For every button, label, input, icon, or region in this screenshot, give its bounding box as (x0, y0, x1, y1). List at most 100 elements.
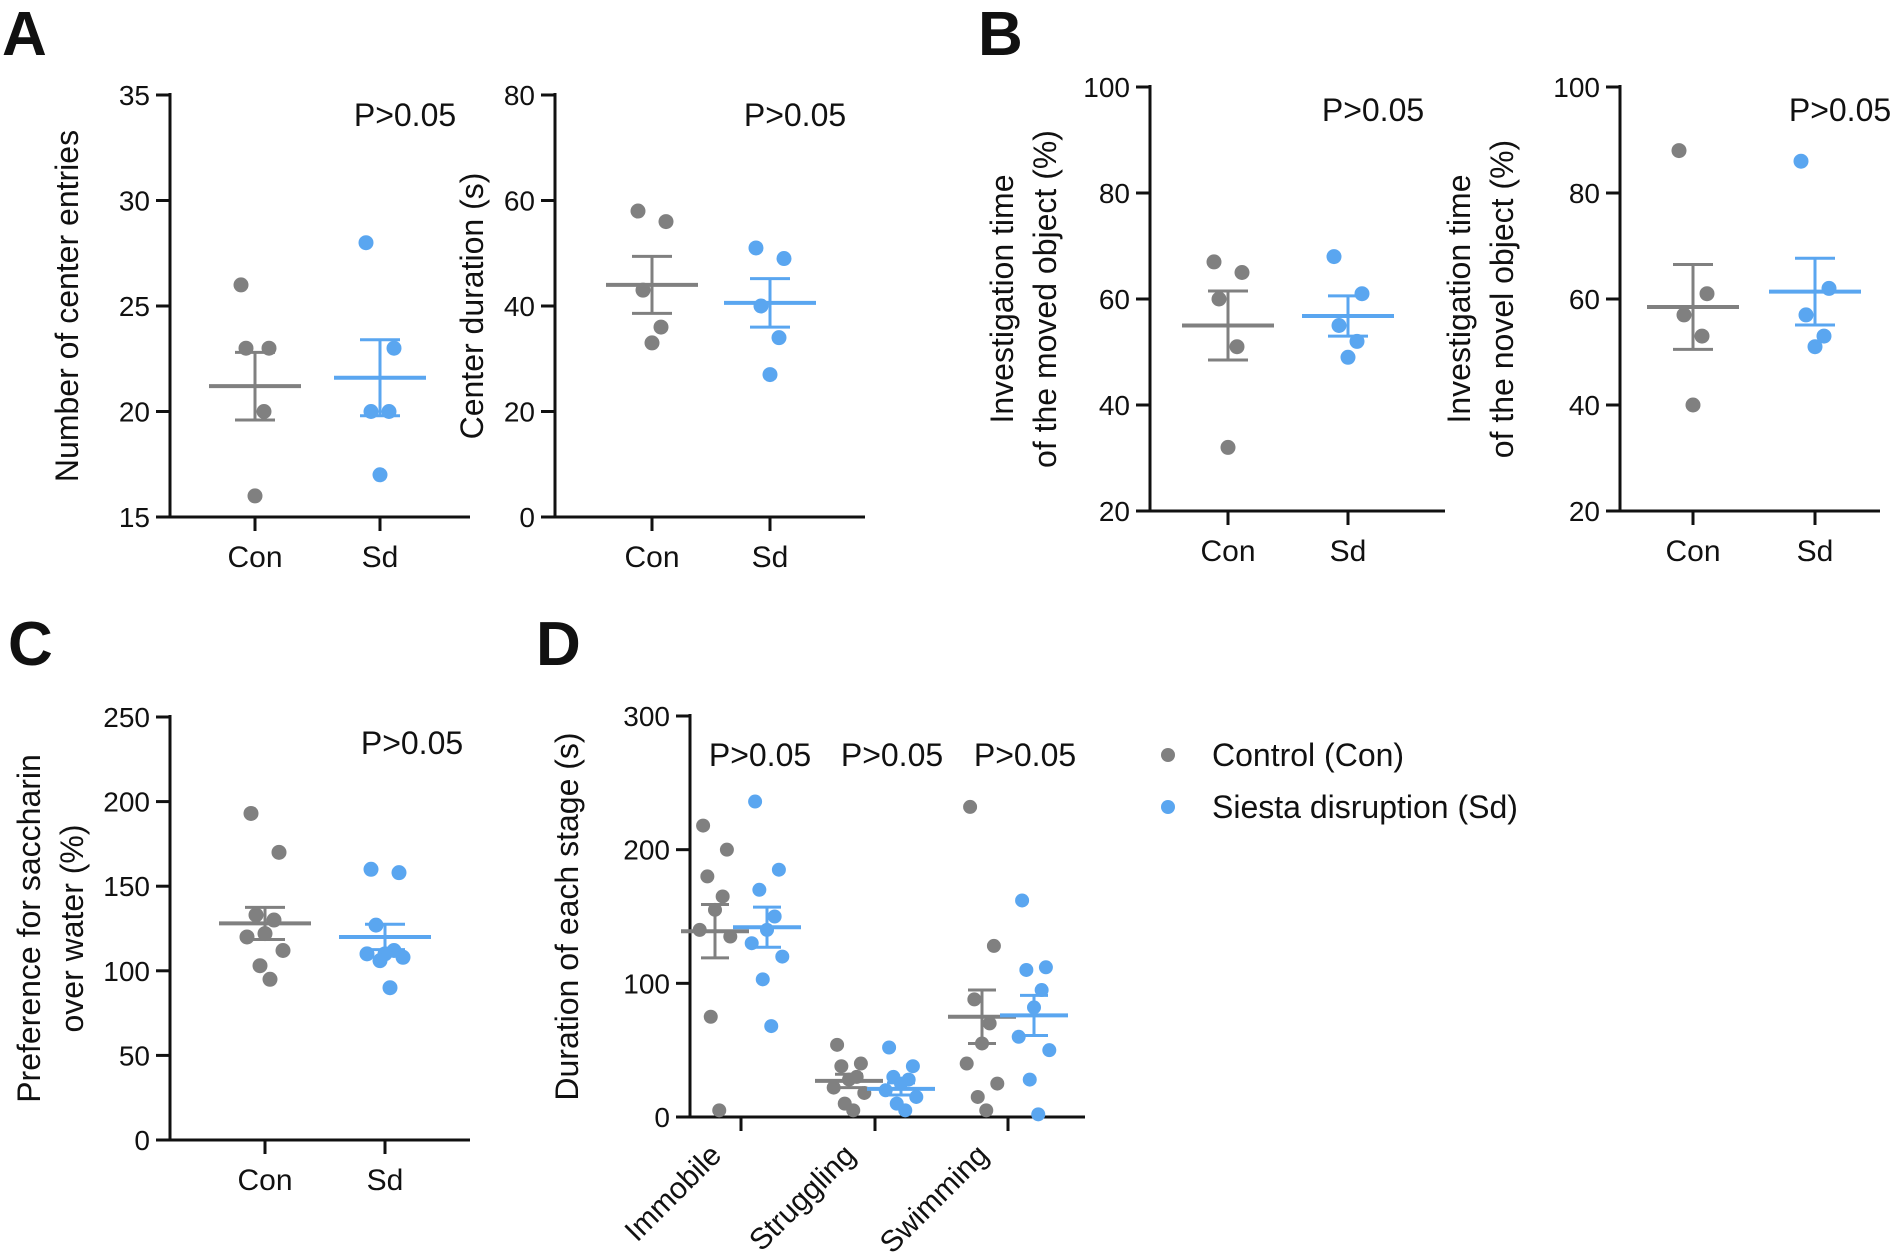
data-point (1206, 254, 1222, 270)
data-point (767, 909, 782, 924)
chart-d: 0 100 200 300 Duration of each stage (s) Immo… (549, 701, 1085, 1259)
y-tick-label: 150 (103, 871, 150, 902)
y-tick-label: 20 (1099, 496, 1130, 527)
data-point (1031, 1107, 1046, 1122)
panel-letter-c: C (8, 610, 53, 679)
y-tick-label: 100 (623, 968, 670, 999)
data-point (830, 1037, 845, 1052)
chart-a2: 0 20 40 60 80 Center duration (s) Con Sd P>0.05 (454, 80, 865, 574)
x-category-label: Sd (1330, 535, 1367, 568)
x-category-label: Swimming (874, 1139, 995, 1259)
data-point (262, 971, 278, 987)
data-point (905, 1059, 920, 1074)
data-point (703, 1009, 718, 1024)
y-tick-label: 100 (103, 956, 150, 987)
data-point (1676, 307, 1692, 323)
data-point (1798, 307, 1814, 323)
data-point (1694, 328, 1710, 344)
data-point (834, 1059, 849, 1074)
data-point (372, 953, 388, 969)
y-axis-label: of the novel object (%) (1484, 140, 1520, 458)
chart-b2: 20 40 60 80 100 Investigation time of the nove… (1441, 72, 1891, 568)
p-value-label: P>0.05 (744, 97, 846, 133)
charts-layer: 15 20 25 30 35 Number of center entries Con Sd P… (11, 72, 1891, 1259)
data-point (764, 1019, 779, 1034)
data-point (658, 214, 674, 230)
data-point (1807, 339, 1823, 355)
y-tick-label: 0 (134, 1125, 150, 1156)
y-tick-label: 20 (119, 397, 150, 428)
data-point (1234, 265, 1250, 280)
x-category-label: Sd (1797, 535, 1834, 568)
legend-label-control: Control (Con) (1212, 737, 1404, 773)
data-point (1671, 143, 1687, 159)
data-point (1038, 960, 1053, 975)
data-point (755, 972, 770, 987)
group-struggling-con (815, 1037, 883, 1118)
group-sd-sd (1302, 249, 1394, 365)
data-point (382, 980, 398, 996)
y-tick-label: 80 (1099, 178, 1130, 209)
data-point (271, 844, 287, 860)
p-value-label: P>0.05 (361, 725, 463, 761)
legend-marker-control (1161, 748, 1175, 762)
x-category-label: Sd (362, 541, 399, 574)
data-point (256, 404, 272, 419)
data-point (1011, 1029, 1026, 1044)
x-category-label: Sd (367, 1164, 404, 1197)
data-point (372, 467, 388, 483)
y-tick-label: 40 (1569, 390, 1600, 421)
legend-label-sd: Siesta disruption (Sd) (1212, 789, 1518, 825)
group-sd-sd (334, 235, 426, 483)
group-con-con (1647, 143, 1739, 413)
y-axis-label: Preference for saccharin (11, 754, 47, 1103)
y-tick-label: 200 (103, 787, 150, 818)
p-value-label: P>0.05 (354, 97, 456, 133)
y-tick-label: 300 (623, 701, 670, 732)
data-point (771, 330, 787, 346)
data-point (970, 1089, 985, 1104)
data-point (752, 882, 767, 897)
data-point (1034, 983, 1049, 998)
data-point (1685, 397, 1701, 413)
data-point (1022, 1072, 1037, 1087)
legend-marker-sd (1161, 800, 1175, 814)
group-con-con (606, 203, 698, 351)
data-point (1326, 249, 1342, 265)
group-con-con (219, 805, 311, 987)
y-axis-label: Number of center entries (49, 130, 85, 482)
data-point (395, 949, 411, 965)
data-point (986, 938, 1001, 953)
y-tick-label: 60 (1569, 284, 1600, 315)
data-point (386, 340, 402, 356)
y-tick-label: 15 (119, 502, 150, 533)
y-tick-label: 80 (1569, 178, 1600, 209)
data-point (1220, 439, 1236, 455)
data-point (762, 367, 778, 383)
group-immobile-sd (733, 794, 801, 1034)
data-point (1793, 153, 1809, 169)
data-point (826, 1080, 841, 1095)
p-value-label: P>0.05 (841, 737, 943, 773)
y-tick-label: 100 (1553, 72, 1600, 103)
data-point (363, 861, 379, 877)
p-value-label: P>0.05 (709, 737, 811, 773)
y-tick-label: 20 (1569, 496, 1600, 527)
group-sd-sd (1769, 153, 1861, 355)
y-tick-label: 80 (504, 80, 535, 111)
data-point (1042, 1043, 1057, 1058)
data-point (898, 1103, 913, 1118)
x-category-label: Con (227, 541, 282, 574)
data-point (275, 942, 291, 958)
data-point (1354, 286, 1370, 302)
y-tick-label: 0 (654, 1102, 670, 1133)
data-point (696, 818, 711, 833)
p-value-label: P>0.05 (974, 737, 1076, 773)
group-swimming-sd (1000, 893, 1068, 1122)
p-value-label: P>0.05 (1789, 92, 1891, 128)
data-point (233, 277, 249, 293)
data-point (979, 1103, 994, 1118)
data-point (771, 862, 786, 877)
group-struggling-sd (867, 1040, 935, 1118)
